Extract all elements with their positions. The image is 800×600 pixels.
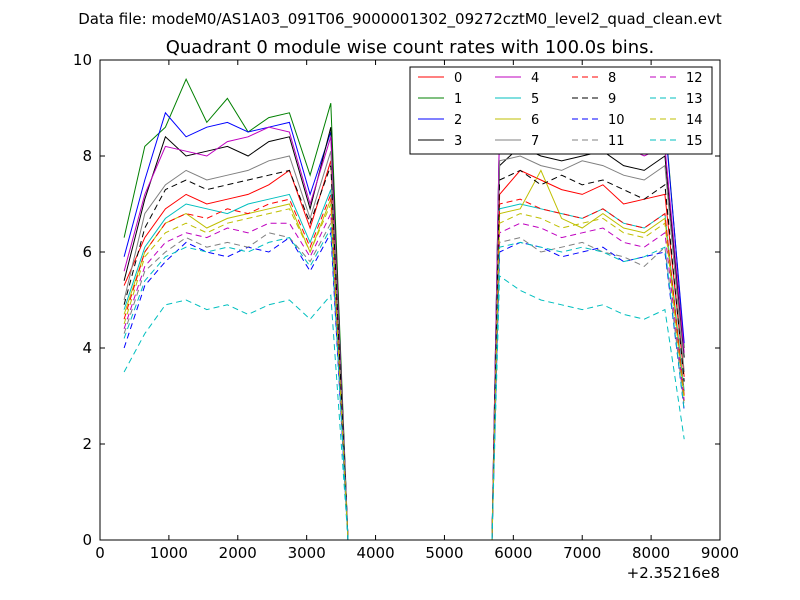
y-tick-label: 0 xyxy=(82,531,92,549)
series-line-11 xyxy=(123,221,685,541)
legend-label-14: 14 xyxy=(686,113,703,128)
x-offset-label: +2.35216e8 xyxy=(627,564,720,582)
y-tick-label: 6 xyxy=(82,243,92,261)
series-line-8 xyxy=(123,194,685,541)
legend-label-10: 10 xyxy=(608,113,625,128)
plot-area: 0 1000 2000 3000 4000 5000 6000 7000 8000 9000 0 2… xyxy=(73,51,739,582)
legend-label-7: 7 xyxy=(531,134,539,149)
series-line-10 xyxy=(123,231,685,541)
legend-label-9: 9 xyxy=(608,92,616,107)
series-line-4 xyxy=(123,121,685,541)
legend-label-13: 13 xyxy=(686,92,703,107)
series-line-12 xyxy=(123,213,685,541)
legend-label-0: 0 xyxy=(454,71,462,86)
x-tick-label: 8000 xyxy=(632,544,670,562)
y-tick-label: 2 xyxy=(82,435,92,453)
legend-label-6: 6 xyxy=(531,113,539,128)
legend-label-11: 11 xyxy=(608,134,625,149)
series-line-6 xyxy=(123,169,685,541)
legend-label-12: 12 xyxy=(686,71,703,86)
x-tick-label: 6000 xyxy=(494,544,532,562)
series-line-2 xyxy=(123,111,685,541)
series-line-13 xyxy=(123,275,685,541)
plot-frame xyxy=(99,59,721,541)
series-line-14 xyxy=(123,203,685,541)
chart-title: Quadrant 0 module wise count rates with … xyxy=(166,37,655,58)
chart-suptitle: Data file: modeM0/AS1A03_091T06_90000013… xyxy=(78,10,722,29)
x-tick-label: 7000 xyxy=(563,544,601,562)
legend-label-3: 3 xyxy=(454,134,462,149)
legend-label-15: 15 xyxy=(686,134,703,149)
y-tick-label: 4 xyxy=(82,339,92,357)
x-tick-label: 1000 xyxy=(150,544,188,562)
x-tick-label: 9000 xyxy=(701,544,739,562)
x-tick-label: 4000 xyxy=(356,544,394,562)
x-tick-label: 5000 xyxy=(425,544,463,562)
x-tick-label: 0 xyxy=(95,544,105,562)
x-axis: 0 1000 2000 3000 4000 5000 6000 7000 8000 9000 xyxy=(95,60,739,562)
x-tick-label: 2000 xyxy=(219,544,257,562)
series-line-9 xyxy=(123,165,685,541)
x-tick-label: 3000 xyxy=(288,544,326,562)
y-tick-label: 8 xyxy=(82,147,92,165)
series-line-5 xyxy=(123,189,685,541)
legend-label-5: 5 xyxy=(531,92,539,107)
legend-label-8: 8 xyxy=(608,71,616,86)
legend-label-2: 2 xyxy=(454,113,462,128)
legend-label-1: 1 xyxy=(454,92,462,107)
legend-label-4: 4 xyxy=(531,71,539,86)
y-tick-label: 10 xyxy=(73,51,92,69)
series-line-15 xyxy=(123,226,685,541)
